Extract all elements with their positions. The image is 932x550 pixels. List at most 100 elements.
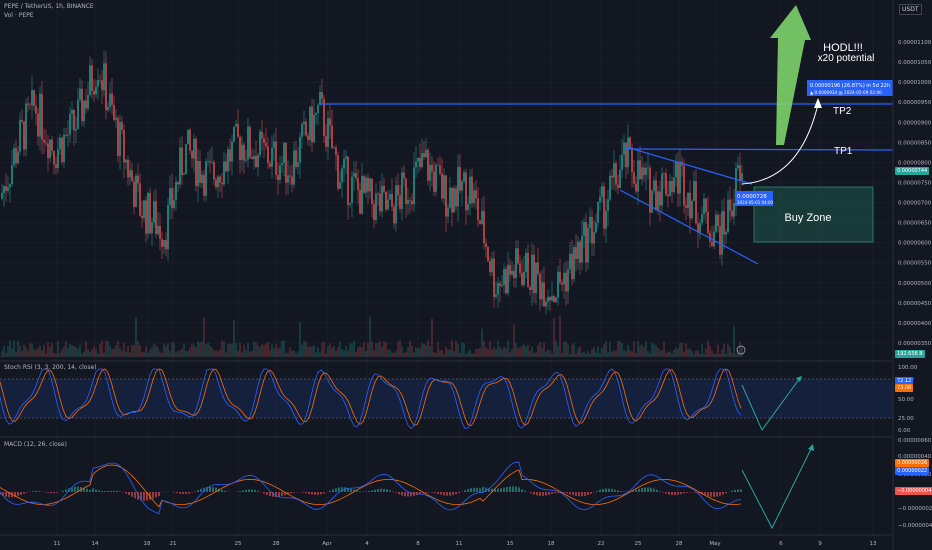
volume-bar xyxy=(161,353,163,357)
candle-body xyxy=(677,161,679,194)
volume-bar xyxy=(427,340,429,357)
entry-price-box[interactable] xyxy=(735,191,773,206)
candle-body xyxy=(643,167,645,176)
event-flag-icon[interactable] xyxy=(736,345,746,355)
candle-body xyxy=(733,203,735,217)
volume-bar xyxy=(101,340,103,357)
volume-bar xyxy=(309,346,311,357)
volume-bar xyxy=(261,344,263,357)
time-tick: 13 xyxy=(870,541,877,547)
volume-bar xyxy=(435,353,437,357)
volume-bar xyxy=(599,353,601,357)
channel-upper-line[interactable] xyxy=(625,146,753,185)
candle-body xyxy=(507,264,509,294)
candle-body xyxy=(9,184,11,188)
candle-body xyxy=(725,231,727,235)
volume-bar xyxy=(217,351,219,357)
projection-arrow-head xyxy=(814,98,822,108)
macd-hist-bar xyxy=(158,492,160,497)
candle-body xyxy=(307,135,309,140)
volume-bar xyxy=(137,341,139,357)
volume-bar xyxy=(489,341,491,357)
volume-bar xyxy=(237,351,239,357)
volume-bar xyxy=(195,346,197,357)
macd-hist-bar xyxy=(95,489,97,492)
candle-body xyxy=(35,105,37,114)
candle-body xyxy=(607,199,609,212)
price-tick: 0.00001000 xyxy=(898,80,932,86)
macd-hist-bar xyxy=(5,492,7,497)
volume-bar xyxy=(171,341,173,357)
volume-bar xyxy=(363,342,365,357)
volume-bar xyxy=(273,348,275,357)
volume-bar xyxy=(11,348,13,357)
macd-hist-bar xyxy=(596,491,598,492)
volume-bar xyxy=(221,340,223,357)
channel-lower-line[interactable] xyxy=(619,189,759,265)
macd-hist-bar xyxy=(410,492,412,497)
volume-bar xyxy=(223,341,225,357)
volume-bar xyxy=(729,347,731,357)
macd-hist-bar xyxy=(143,492,145,501)
candle-body xyxy=(141,215,143,219)
target-measure-box[interactable] xyxy=(807,80,893,96)
volume-bar xyxy=(707,340,709,357)
macd-hist-bar xyxy=(407,492,409,497)
macd-hist-bar xyxy=(269,492,271,497)
candle-body xyxy=(15,148,17,164)
volume-bar xyxy=(725,353,727,357)
tp1-resistance-line[interactable] xyxy=(625,148,894,151)
volume-tag: 192.658 B xyxy=(895,350,925,358)
volume-bar xyxy=(393,353,395,357)
macd-hist-bar xyxy=(344,487,346,492)
buy-zone-label: Buy Zone xyxy=(784,212,831,224)
candle-body xyxy=(21,119,23,122)
candle-body xyxy=(57,149,59,169)
volume-bar xyxy=(671,353,673,357)
volume-bar xyxy=(199,342,201,357)
macd-hist-bar xyxy=(311,492,313,495)
volume-bar xyxy=(631,351,633,357)
candle-body xyxy=(553,296,555,302)
volume-bar xyxy=(389,349,391,357)
candle-body xyxy=(729,199,731,211)
volume-bar xyxy=(213,350,215,357)
macd-tick: −0.00000020 xyxy=(898,506,932,512)
volume-bar xyxy=(399,340,401,357)
macd-hist-bar xyxy=(374,489,376,492)
candle-body xyxy=(465,172,467,211)
volume-bar xyxy=(535,352,537,357)
candle-body xyxy=(659,191,661,206)
volume-bar xyxy=(265,343,267,357)
price-axis[interactable] xyxy=(893,0,932,550)
volume-bar xyxy=(477,349,479,357)
candle-body xyxy=(501,284,503,287)
candle-body xyxy=(415,161,417,168)
candle-body xyxy=(565,272,567,292)
volume-bar xyxy=(383,341,385,357)
volume-bar xyxy=(395,351,397,357)
volume-bar xyxy=(203,317,205,357)
time-tick: 15 xyxy=(507,541,514,547)
candle-body xyxy=(541,282,543,300)
candle-body xyxy=(273,141,275,148)
volume-bar xyxy=(227,344,229,357)
volume-bar xyxy=(563,341,565,357)
price-tick: 0.00000550 xyxy=(898,261,932,267)
candle-body xyxy=(69,113,71,135)
volume-bar xyxy=(379,341,381,357)
currency-selector[interactable]: USDT xyxy=(899,4,922,15)
buy-zone-box[interactable] xyxy=(753,186,874,243)
volume-bar xyxy=(731,353,733,357)
candle-body xyxy=(161,239,163,247)
candle-body xyxy=(263,138,265,143)
volume-bar xyxy=(113,348,115,357)
volume-bar xyxy=(301,344,303,357)
candle-body xyxy=(175,182,177,201)
macd-hist-bar xyxy=(521,489,523,492)
volume-bar xyxy=(597,346,599,357)
macd-hist-bar xyxy=(263,492,265,494)
candle-body xyxy=(665,173,667,195)
macd-hist-bar xyxy=(383,488,385,492)
